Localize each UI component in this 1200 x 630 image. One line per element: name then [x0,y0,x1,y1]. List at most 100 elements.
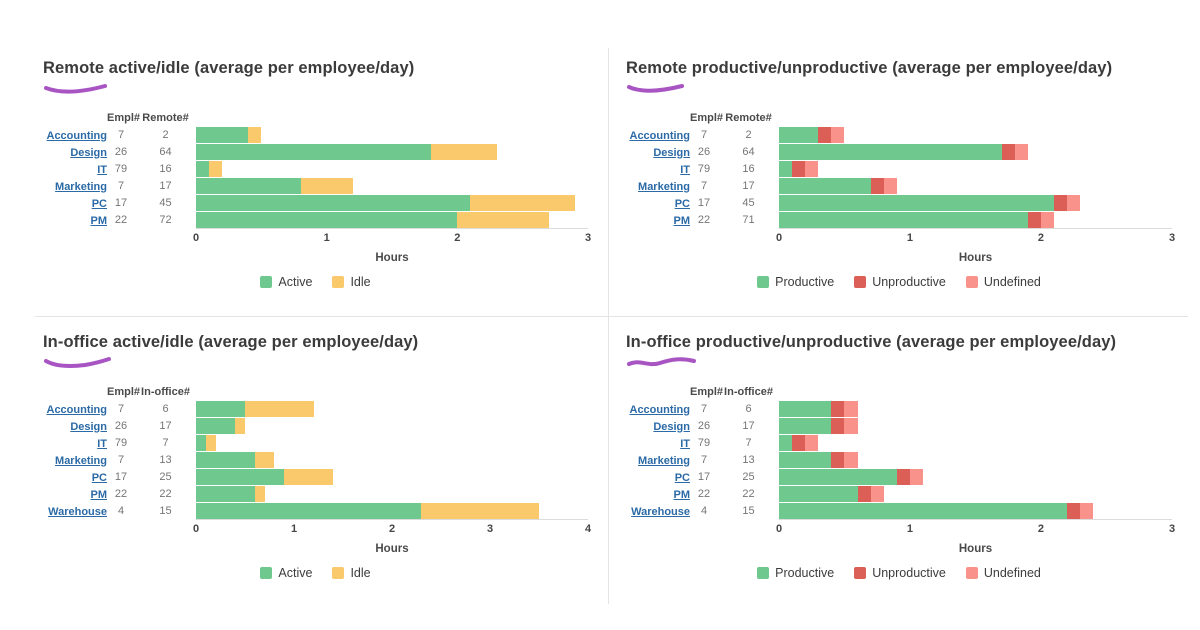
legend-item-unproductive[interactable]: Unproductive [854,275,946,289]
bar-segment-unproductive[interactable] [831,451,845,468]
bar-segment-productive[interactable] [779,485,858,502]
department-link[interactable]: PC [674,471,690,484]
bar-segment-undefined[interactable] [1067,194,1081,211]
bar-segment-idle[interactable] [457,211,549,228]
bar-segment-active[interactable] [196,400,245,417]
department-link[interactable]: Accounting [629,129,691,142]
bar-segment-active[interactable] [196,417,236,434]
bar-segment-productive[interactable] [779,194,1055,211]
bar-segment-productive[interactable] [779,434,793,451]
bar-segment-undefined[interactable] [1080,502,1094,519]
department-link[interactable]: Design [653,420,690,433]
bar-segment-active[interactable] [196,434,206,451]
bar-segment-undefined[interactable] [844,400,858,417]
bar-segment-productive[interactable] [779,417,832,434]
bar-segment-idle[interactable] [254,451,275,468]
bar-segment-active[interactable] [196,485,255,502]
bar-segment-idle[interactable] [421,502,539,519]
department-link[interactable]: Design [70,420,107,433]
bar-segment-undefined[interactable] [1040,211,1055,228]
bar-segment-unproductive[interactable] [1027,211,1041,228]
department-link[interactable]: PM [90,488,108,501]
bar-segment-unproductive[interactable] [857,485,871,502]
bar-segment-undefined[interactable] [844,417,858,434]
bar-segment-undefined[interactable] [1014,143,1028,160]
bar-segment-unproductive[interactable] [818,126,832,143]
bar-segment-unproductive[interactable] [1001,143,1015,160]
bar-segment-idle[interactable] [235,417,245,434]
bar-segment-productive[interactable] [779,211,1028,228]
bar-segment-unproductive[interactable] [1067,502,1081,519]
bar-segment-idle[interactable] [470,194,575,211]
department-link[interactable]: Accounting [46,129,108,142]
department-link[interactable]: PC [674,197,690,210]
department-link[interactable]: Accounting [629,403,691,416]
bar-segment-idle[interactable] [284,468,334,485]
bar-segment-active[interactable] [196,126,249,143]
legend-item-productive[interactable]: Productive [757,566,834,580]
legend-item-active[interactable]: Active [260,566,312,580]
department-link[interactable]: IT [97,163,107,176]
bar-segment-productive[interactable] [779,126,819,143]
legend-item-productive[interactable]: Productive [757,275,834,289]
legend-item-undefined[interactable]: Undefined [965,566,1041,580]
legend-item-undefined[interactable]: Undefined [965,275,1041,289]
bar-segment-idle[interactable] [248,126,262,143]
department-link[interactable]: PM [90,214,108,227]
bar-segment-undefined[interactable] [870,485,884,502]
bar-segment-productive[interactable] [779,502,1068,519]
bar-segment-undefined[interactable] [909,468,924,485]
department-link[interactable]: PM [673,488,691,501]
department-link[interactable]: PC [91,471,107,484]
bar-segment-productive[interactable] [779,160,793,177]
legend-item-idle[interactable]: Idle [332,275,371,289]
bar-segment-unproductive[interactable] [831,400,845,417]
bar-segment-idle[interactable] [245,400,314,417]
bar-segment-productive[interactable] [779,400,832,417]
bar-segment-active[interactable] [196,160,210,177]
legend-item-idle[interactable]: Idle [332,566,371,580]
bar-segment-unproductive[interactable] [792,160,806,177]
bar-segment-unproductive[interactable] [896,468,910,485]
bar-segment-idle[interactable] [209,160,223,177]
bar-segment-active[interactable] [196,177,301,194]
bar-segment-active[interactable] [196,502,422,519]
bar-segment-idle[interactable] [300,177,353,194]
department-link[interactable]: Warehouse [48,505,107,518]
department-link[interactable]: Accounting [46,403,108,416]
bar-segment-undefined[interactable] [805,434,819,451]
department-link[interactable]: PM [673,214,691,227]
bar-segment-active[interactable] [196,211,458,228]
bar-segment-unproductive[interactable] [870,177,884,194]
bar-segment-undefined[interactable] [844,451,858,468]
department-link[interactable]: Design [653,146,690,159]
bar-segment-undefined[interactable] [831,126,845,143]
bar-segment-undefined[interactable] [883,177,897,194]
bar-segment-active[interactable] [196,194,471,211]
bar-segment-idle[interactable] [205,434,216,451]
bar-segment-unproductive[interactable] [831,417,845,434]
department-link[interactable]: Warehouse [631,505,690,518]
bar-segment-productive[interactable] [779,468,897,485]
bar-segment-idle[interactable] [254,485,265,502]
bar-segment-unproductive[interactable] [792,434,806,451]
department-link[interactable]: PC [91,197,107,210]
bar-segment-active[interactable] [196,468,285,485]
department-link[interactable]: IT [680,437,690,450]
department-link[interactable]: Marketing [638,454,690,467]
bar-segment-active[interactable] [196,451,255,468]
bar-segment-unproductive[interactable] [1054,194,1068,211]
department-link[interactable]: IT [97,437,107,450]
department-link[interactable]: Marketing [638,180,690,193]
legend-item-active[interactable]: Active [260,275,312,289]
bar-segment-productive[interactable] [779,177,871,194]
bar-segment-undefined[interactable] [805,160,819,177]
bar-segment-productive[interactable] [779,451,832,468]
bar-segment-active[interactable] [196,143,432,160]
bar-segment-productive[interactable] [779,143,1002,160]
bar-segment-idle[interactable] [431,143,497,160]
department-link[interactable]: Marketing [55,180,107,193]
department-link[interactable]: Marketing [55,454,107,467]
legend-item-unproductive[interactable]: Unproductive [854,566,946,580]
department-link[interactable]: Design [70,146,107,159]
